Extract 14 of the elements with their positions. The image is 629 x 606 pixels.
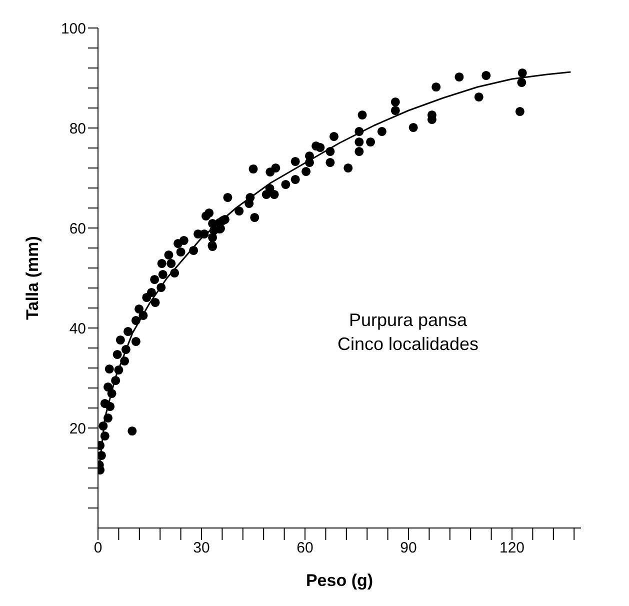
y-tick-label: 60 [69,220,86,238]
x-tick-label: 90 [400,540,417,557]
y-tick-label: 40 [69,320,86,338]
y-tick-label: 20 [69,420,86,438]
x-tick-label: 30 [193,540,210,557]
x-axis-title: Peso (g) [306,571,374,590]
annotation: Purpura pansa [348,309,468,332]
y-tick-label: 80 [69,120,86,138]
y-axis-title: Talla (mm) [23,236,42,320]
annotation: Cinco localidades [336,333,480,356]
x-tick-label: 120 [499,540,525,557]
x-tick-label: 60 [296,540,314,557]
x-tick-label: 0 [94,540,102,557]
y-tick-label: 100 [60,20,86,38]
